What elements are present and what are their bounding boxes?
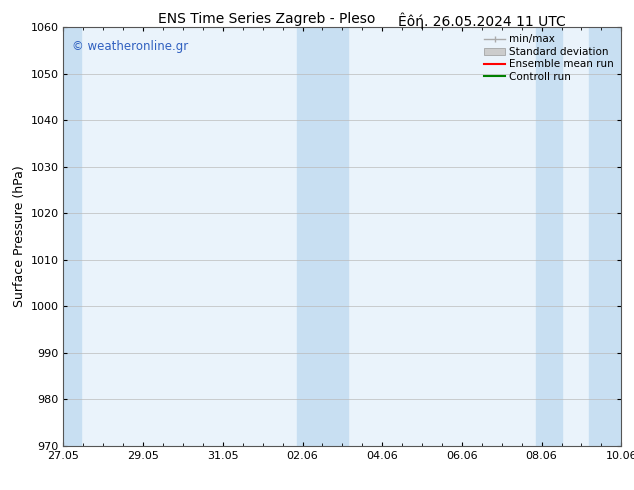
Legend: min/max, Standard deviation, Ensemble mean run, Controll run: min/max, Standard deviation, Ensemble me… <box>482 32 616 84</box>
Bar <box>590 27 623 446</box>
Bar <box>536 27 562 446</box>
Bar <box>297 27 348 446</box>
Text: © weatheronline.gr: © weatheronline.gr <box>72 40 188 52</box>
Text: ENS Time Series Zagreb - Pleso: ENS Time Series Zagreb - Pleso <box>158 12 375 26</box>
Text: Êôή. 26.05.2024 11 UTC: Êôή. 26.05.2024 11 UTC <box>398 12 566 29</box>
Bar <box>61 27 81 446</box>
Y-axis label: Surface Pressure (hPa): Surface Pressure (hPa) <box>13 166 26 307</box>
